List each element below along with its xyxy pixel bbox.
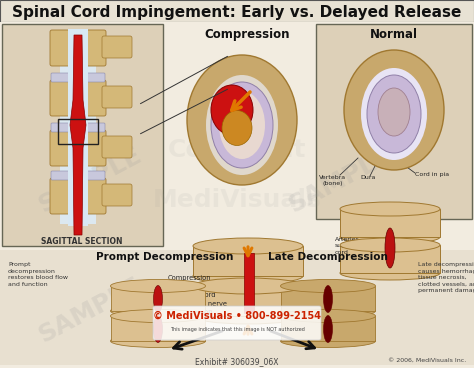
Ellipse shape — [340, 266, 440, 280]
Polygon shape — [111, 286, 205, 311]
Ellipse shape — [193, 308, 303, 324]
FancyBboxPatch shape — [68, 29, 88, 226]
Text: Spinal Cord Impingement: Early vs. Delayed Release: Spinal Cord Impingement: Early vs. Delay… — [12, 6, 462, 21]
Text: Arteries
supply
cord: Arteries supply cord — [335, 237, 360, 255]
Text: Vertebra
(bone): Vertebra (bone) — [319, 175, 346, 186]
Ellipse shape — [340, 230, 440, 244]
Text: Prompt Decompression: Prompt Decompression — [96, 252, 234, 262]
Text: SAMPLE: SAMPLE — [35, 143, 146, 217]
Ellipse shape — [281, 280, 375, 293]
FancyBboxPatch shape — [153, 306, 321, 340]
FancyBboxPatch shape — [102, 86, 132, 108]
Text: Cord in pia: Cord in pia — [415, 172, 449, 177]
FancyBboxPatch shape — [244, 253, 254, 313]
Text: Dura: Dura — [360, 175, 376, 180]
FancyBboxPatch shape — [0, 348, 474, 368]
FancyBboxPatch shape — [102, 136, 132, 158]
Ellipse shape — [154, 315, 163, 343]
FancyBboxPatch shape — [50, 178, 106, 214]
Text: MediVisuals: MediVisuals — [153, 188, 321, 212]
Ellipse shape — [211, 82, 273, 168]
Polygon shape — [193, 246, 303, 276]
Text: Exhibit# 306039_06X: Exhibit# 306039_06X — [195, 357, 279, 367]
Ellipse shape — [281, 335, 375, 347]
Polygon shape — [111, 316, 205, 341]
Ellipse shape — [378, 88, 410, 136]
Ellipse shape — [154, 286, 163, 312]
FancyBboxPatch shape — [2, 24, 163, 246]
Text: Compression: Compression — [204, 28, 290, 41]
Text: SAMPLE: SAMPLE — [284, 143, 396, 217]
Ellipse shape — [206, 75, 278, 175]
Ellipse shape — [110, 335, 206, 347]
Ellipse shape — [187, 55, 297, 185]
FancyBboxPatch shape — [51, 123, 105, 132]
Ellipse shape — [281, 309, 375, 322]
FancyBboxPatch shape — [316, 24, 472, 219]
FancyBboxPatch shape — [51, 73, 105, 82]
Ellipse shape — [219, 91, 265, 159]
Ellipse shape — [367, 75, 421, 153]
FancyBboxPatch shape — [0, 250, 474, 365]
Ellipse shape — [110, 304, 206, 318]
Text: Late decompression
causes hemorrhage,
tissue necrosis,
clotted vessels, and
perm: Late decompression causes hemorrhage, ti… — [418, 262, 474, 293]
FancyBboxPatch shape — [102, 36, 132, 58]
FancyBboxPatch shape — [0, 22, 474, 368]
Ellipse shape — [193, 268, 303, 284]
FancyBboxPatch shape — [50, 80, 106, 116]
Text: © MediVisuals • 800-899-2154: © MediVisuals • 800-899-2154 — [153, 311, 321, 321]
FancyBboxPatch shape — [51, 171, 105, 180]
Ellipse shape — [361, 68, 427, 160]
Ellipse shape — [385, 228, 395, 268]
Polygon shape — [193, 286, 303, 316]
Text: SAGITTAL SECTION: SAGITTAL SECTION — [41, 237, 123, 247]
Polygon shape — [70, 35, 86, 235]
FancyBboxPatch shape — [60, 32, 96, 224]
Text: SAMPLE: SAMPLE — [35, 273, 146, 347]
Polygon shape — [281, 286, 375, 311]
Polygon shape — [281, 316, 375, 341]
Ellipse shape — [110, 309, 206, 322]
Ellipse shape — [222, 110, 252, 145]
Text: Normal: Normal — [370, 28, 418, 41]
Ellipse shape — [193, 278, 303, 294]
Ellipse shape — [211, 85, 253, 135]
Ellipse shape — [340, 238, 440, 252]
FancyBboxPatch shape — [50, 30, 106, 66]
Ellipse shape — [193, 238, 303, 254]
FancyBboxPatch shape — [102, 184, 132, 206]
Ellipse shape — [110, 280, 206, 293]
Polygon shape — [340, 209, 440, 237]
Ellipse shape — [281, 304, 375, 318]
Text: This image indicates that this image is NOT authorized: This image indicates that this image is … — [170, 328, 304, 333]
Text: Compression
reduces blood
supply to cord
and causes nerve
fibers to stop
functio: Compression reduces blood supply to cord… — [168, 275, 227, 323]
Text: Prompt
decompression
restores blood flow
and function: Prompt decompression restores blood flow… — [8, 262, 68, 287]
FancyBboxPatch shape — [50, 130, 106, 166]
Polygon shape — [340, 245, 440, 273]
Ellipse shape — [340, 202, 440, 216]
Text: Late Decompression: Late Decompression — [268, 252, 388, 262]
Ellipse shape — [323, 286, 332, 312]
Ellipse shape — [344, 50, 444, 170]
Ellipse shape — [323, 315, 332, 343]
Text: © 2006, MediVisuals Inc.: © 2006, MediVisuals Inc. — [388, 357, 466, 362]
Text: Copyright: Copyright — [168, 138, 306, 162]
FancyBboxPatch shape — [0, 0, 474, 22]
